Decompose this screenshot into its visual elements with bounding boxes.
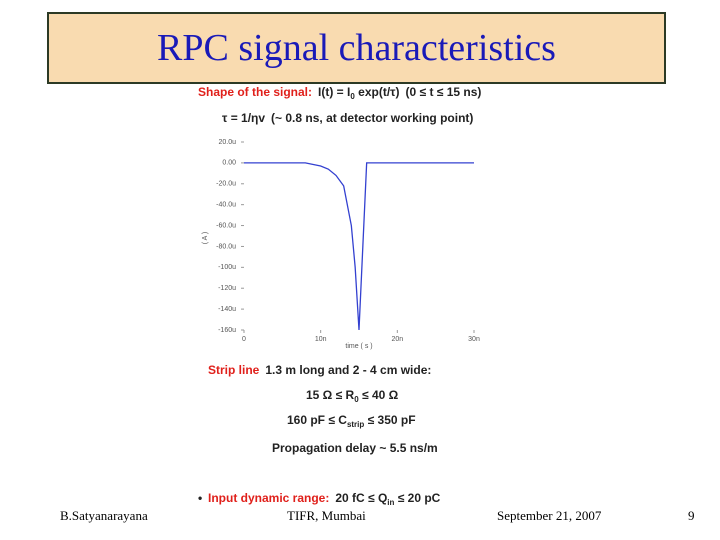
footer-date: September 21, 2007 [497,508,602,523]
text-run: Propagation delay ~ 5.5 ns/m [272,441,438,455]
subscript: 0 [354,395,359,404]
text-run: ≤ 20 pC [394,491,441,505]
x-tick-label: 30n [468,336,480,343]
text-run: τ = 1/ηv [222,111,266,125]
text-run: (0 ≤ t ≤ 15 ns) [405,85,482,99]
y-tick-label: 0.00 [222,160,236,167]
text-run: 20 fC ≤ Q [335,491,388,505]
y-tick-label: -80.0u [216,243,236,250]
signal-line [244,162,474,331]
footer-page: 9 [688,508,695,523]
footer-author: B.Satyanarayana [60,508,148,523]
text-run: Shape of the signal: [198,85,313,99]
text-run: 15 Ω ≤ R [306,388,355,402]
bullet: • [198,491,203,505]
slide-title: RPC signal characteristics [47,12,666,84]
text-line: Propagation delay ~ 5.5 ns/m [272,441,444,455]
text-run: Strip line [208,363,260,377]
y-axis-label: ( A ) [202,232,209,244]
subscript: in [387,498,395,507]
text-line: τ = 1/ηv (~ 0.8 ns, at detector working p… [222,111,479,125]
footer-place: TIFR, Mumbai [287,508,366,523]
text-run: 160 pF ≤ C [287,413,347,427]
y-tick-label: -140u [218,306,236,313]
y-tick-label: -160u [218,327,236,334]
y-tick-label: -100u [218,264,236,271]
text-line: 15 Ω ≤ R0 ≤ 40 Ω [306,388,404,404]
x-tick-label: 10n [315,336,327,343]
subscript: strip [346,420,365,429]
text-run: I(t) = I [318,85,351,99]
y-tick-label: -120u [218,285,236,292]
text-line: Shape of the signal: I(t) = I0 exp(t/τ) (0… [198,85,487,101]
text-run: ≤ 40 Ω [358,388,399,402]
text-line: Input dynamic range: 20 fC ≤ Qin ≤ 20 pC [208,491,446,507]
text-run: exp(t/τ) [354,85,400,99]
x-axis-label: time ( s ) [345,343,372,350]
text-run: Input dynamic range: [208,491,330,505]
x-tick-label: 20n [391,336,403,343]
y-tick-label: 20.0u [218,139,236,146]
y-tick-label: -40.0u [216,202,236,209]
text-run: (~ 0.8 ns, at detector working point) [271,111,474,125]
text-line: Strip line 1.3 m long and 2 - 4 cm wide: [208,363,437,377]
text-run: 1.3 m long and 2 - 4 cm wide: [265,363,432,377]
text-line: 160 pF ≤ Cstrip ≤ 350 pF [287,413,422,429]
x-tick-label: 0 [242,336,246,343]
y-tick-label: -20.0u [216,181,236,188]
subscript: 0 [350,92,355,101]
text-run: ≤ 350 pF [364,413,416,427]
y-tick-label: -60.0u [216,222,236,229]
